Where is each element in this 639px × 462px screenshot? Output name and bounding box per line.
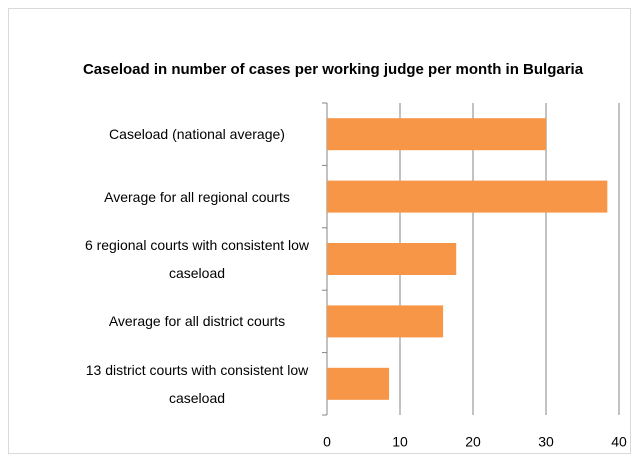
y-tick-label: 6 regional courts with consistent low ca… — [84, 237, 310, 281]
bar — [327, 180, 608, 213]
y-tick-label: Average for all regional courts — [104, 188, 290, 205]
bar — [327, 305, 444, 338]
x-tick-label: 20 — [465, 434, 481, 450]
chart-frame — [8, 8, 631, 454]
y-tick-label: Caseload (national average) — [109, 126, 285, 143]
x-tick-label: 30 — [538, 434, 554, 450]
x-tick-label: 40 — [611, 434, 627, 450]
bar — [327, 243, 457, 275]
y-tick-label: Average for all district courts — [108, 313, 286, 330]
chart-title: Caseload in number of cases per working … — [83, 61, 584, 78]
bar — [327, 367, 390, 400]
x-tick-label: 10 — [392, 434, 408, 450]
bar — [327, 118, 546, 151]
x-tick-label: 0 — [323, 434, 331, 450]
y-tick-label: 13 district courts with consistent low c… — [85, 361, 309, 406]
